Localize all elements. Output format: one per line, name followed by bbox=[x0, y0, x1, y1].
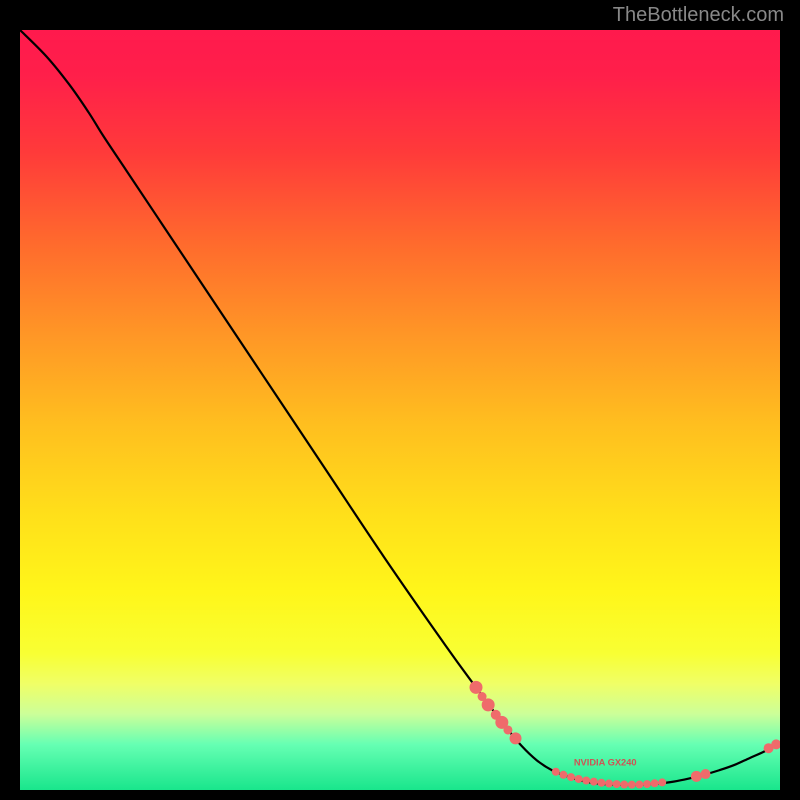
curve-marker bbox=[691, 771, 702, 782]
curve-marker bbox=[590, 778, 598, 786]
curve-marker bbox=[575, 775, 583, 783]
chart-container: { "attribution": { "text": "TheBottlenec… bbox=[0, 0, 800, 800]
curve-marker bbox=[613, 780, 621, 788]
curve-marker bbox=[510, 732, 522, 744]
curve-marker bbox=[482, 698, 495, 711]
curve-marker bbox=[567, 773, 575, 781]
curve-marker bbox=[635, 781, 643, 789]
curve-marker bbox=[658, 778, 666, 786]
curve-marker bbox=[597, 779, 605, 787]
curve-marker bbox=[559, 771, 567, 779]
curve-marker bbox=[643, 780, 651, 788]
curve-marker bbox=[771, 739, 781, 749]
curve-marker bbox=[582, 777, 590, 785]
curve-marker bbox=[470, 681, 483, 694]
series-label: NVIDIA GX240 bbox=[574, 758, 637, 768]
curve-marker bbox=[628, 781, 636, 789]
curve-marker bbox=[605, 780, 613, 788]
curve-marker bbox=[620, 781, 628, 789]
curve-marker bbox=[552, 768, 560, 776]
curve-marker bbox=[503, 725, 512, 734]
curve-marker bbox=[701, 769, 711, 779]
chart-background bbox=[20, 30, 780, 790]
bottleneck-chart: NVIDIA GX240 bbox=[0, 0, 800, 800]
curve-marker bbox=[651, 779, 659, 787]
